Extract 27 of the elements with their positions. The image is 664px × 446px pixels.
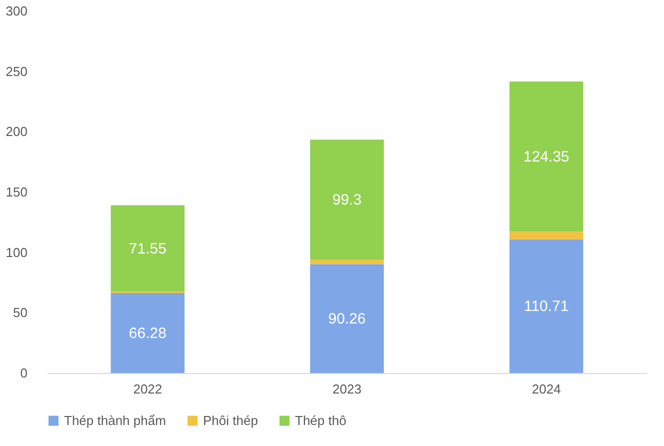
data-label: 110.71	[524, 298, 569, 316]
bar	[509, 239, 584, 373]
x-tick-label: 2024	[532, 382, 561, 396]
y-tick-label: 50	[13, 305, 28, 320]
bar	[110, 205, 185, 292]
bar	[509, 232, 584, 240]
x-tick-label: 2022	[133, 382, 162, 396]
y-tick-label: 150	[6, 184, 28, 200]
legend-label: Phôi thép	[203, 412, 258, 428]
bar	[110, 293, 185, 373]
data-label: 99.3	[332, 192, 362, 209]
y-tick-label: 250	[6, 64, 28, 79]
data-label: 124.35	[523, 148, 570, 166]
bar	[310, 140, 384, 260]
x-tick-label: 2023	[332, 382, 362, 396]
bar	[310, 260, 384, 264]
y-tick-label: 100	[6, 244, 28, 260]
legend-label: Thép thô	[295, 412, 346, 428]
legend-label: Thép thành phẩm	[64, 412, 166, 428]
bar	[509, 82, 584, 232]
bar	[310, 264, 384, 373]
y-tick-label: 300	[6, 4, 28, 18]
y-tick-label: 0	[20, 366, 28, 380]
y-tick-label: 200	[6, 124, 28, 140]
data-label: 66.28	[128, 325, 166, 342]
data-label: 90.26	[328, 310, 366, 328]
data-label: 71.55	[128, 240, 166, 258]
